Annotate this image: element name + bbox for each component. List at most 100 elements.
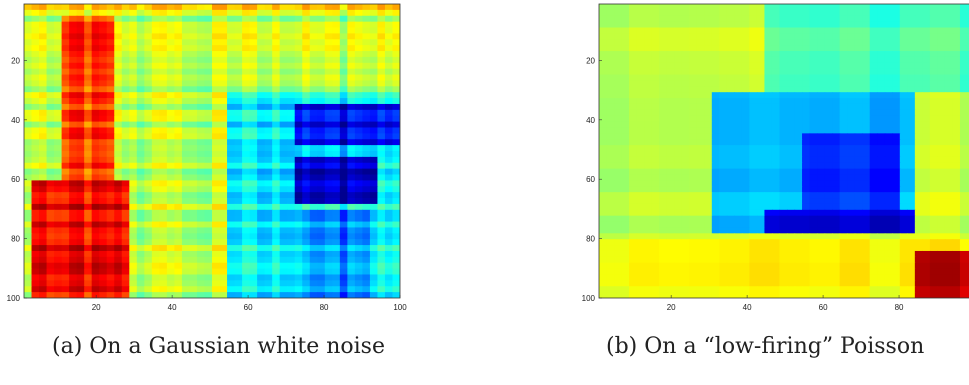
heatmap-cell — [802, 27, 811, 34]
heatmap-cell — [54, 98, 63, 105]
heatmap-cell — [309, 203, 318, 211]
heatmap-cell — [46, 156, 55, 164]
heatmap-cell — [771, 15, 781, 23]
heatmap-cell — [212, 133, 221, 140]
heatmap-cell — [854, 256, 863, 264]
heatmap-cell — [294, 21, 303, 29]
heatmap-cell — [862, 115, 871, 123]
heatmap-cell — [69, 174, 78, 181]
heatmap-cell — [847, 192, 856, 199]
heatmap-cell — [832, 162, 841, 170]
heatmap-cell — [204, 103, 213, 111]
heatmap-cell — [696, 151, 705, 158]
heatmap-cell — [614, 203, 623, 211]
heatmap-cell — [629, 139, 638, 146]
heatmap-cell — [129, 151, 138, 158]
heatmap-cell — [802, 203, 811, 211]
heatmap-cell — [689, 109, 698, 117]
heatmap-cell — [392, 239, 400, 246]
heatmap-cell — [659, 215, 668, 223]
heatmap-cell — [892, 186, 901, 193]
heatmap-cell — [24, 250, 33, 258]
heatmap-cell — [809, 56, 818, 64]
heatmap-cell — [651, 139, 660, 146]
heatmap-cell — [674, 239, 683, 246]
heatmap-cell — [339, 139, 348, 146]
heatmap-cell — [779, 39, 788, 46]
heatmap-cell — [339, 115, 348, 123]
heatmap-cell — [854, 80, 863, 87]
heatmap-cell — [839, 192, 848, 199]
heatmap-cell — [264, 162, 273, 170]
heatmap-cell — [91, 39, 100, 46]
heatmap-cell — [136, 156, 145, 164]
heatmap-cell — [644, 39, 653, 46]
heatmap-cell — [644, 4, 653, 11]
heatmap-cell — [39, 103, 48, 111]
heatmap-cell — [31, 245, 40, 252]
heatmap-cell — [644, 203, 653, 211]
heatmap-cell — [696, 192, 705, 199]
heatmap-cell — [817, 121, 826, 129]
heatmap-cell — [614, 98, 623, 105]
heatmap-cell — [377, 292, 386, 298]
heatmap-cell — [847, 80, 856, 87]
heatmap-cell — [922, 198, 931, 205]
heatmap-cell — [666, 74, 675, 82]
heatmap-cell — [877, 45, 886, 52]
heatmap-cell — [787, 209, 796, 217]
heatmap-cell — [279, 151, 288, 158]
heatmap-cell — [764, 250, 773, 258]
heatmap-cell — [884, 168, 893, 176]
heatmap-cell — [749, 4, 758, 11]
heatmap-cell — [302, 192, 311, 199]
heatmap-cell — [869, 21, 878, 29]
heatmap-cell — [24, 133, 33, 140]
heatmap-cell — [787, 151, 796, 158]
heatmap-cell — [302, 250, 311, 258]
heatmap-cell — [621, 180, 630, 187]
heatmap-cell — [929, 227, 938, 234]
heatmap-cell — [181, 245, 191, 252]
heatmap-cell — [39, 68, 48, 76]
heatmap-cell — [174, 209, 183, 217]
heatmap-cell — [257, 174, 266, 181]
heatmap-cell — [196, 156, 206, 164]
heatmap-cell — [869, 203, 878, 211]
heatmap-cell — [294, 174, 303, 181]
heatmap-cell — [794, 51, 803, 58]
heatmap-cell — [354, 80, 363, 87]
heatmap-cell — [681, 115, 690, 123]
heatmap-cell — [621, 245, 630, 252]
heatmap-cell — [129, 27, 138, 34]
heatmap-cell — [174, 256, 183, 264]
heatmap-cell — [629, 168, 638, 176]
heatmap-cell — [862, 121, 871, 129]
heatmap-cell — [219, 192, 228, 199]
heatmap-cell — [817, 280, 826, 287]
heatmap-cell — [181, 103, 191, 111]
heatmap-cell — [651, 168, 660, 176]
heatmap-cell — [377, 215, 386, 223]
heatmap-cell — [384, 115, 394, 123]
heatmap-cell — [219, 168, 228, 176]
heatmap-cell — [854, 215, 863, 223]
heatmap-cell — [636, 121, 645, 129]
heatmap-cell — [764, 221, 773, 229]
heatmap-cell — [369, 256, 379, 264]
heatmap-cell — [787, 162, 796, 170]
heatmap-cell — [196, 80, 206, 87]
heatmap-cell — [234, 180, 243, 187]
heatmap-cell — [734, 221, 743, 229]
heatmap-cell — [599, 115, 608, 123]
heatmap-cell — [384, 286, 394, 293]
heatmap-cell — [681, 274, 690, 281]
heatmap-cell — [817, 221, 826, 229]
heatmap-cell — [302, 56, 311, 64]
heatmap-cell — [61, 180, 70, 187]
heatmap-cell — [279, 103, 288, 111]
heatmap-cell — [787, 86, 796, 93]
heatmap-cell — [711, 274, 720, 281]
heatmap-cell — [196, 62, 206, 70]
heatmap-cell — [242, 198, 251, 205]
